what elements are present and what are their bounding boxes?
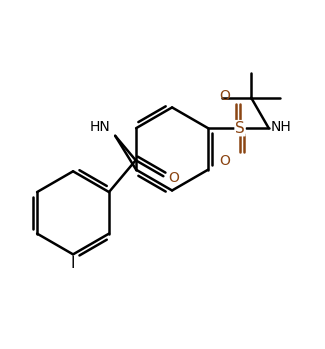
Text: S: S bbox=[235, 121, 245, 136]
Text: O: O bbox=[219, 154, 230, 168]
Text: HN: HN bbox=[90, 120, 110, 134]
Text: O: O bbox=[219, 89, 230, 103]
Text: NH: NH bbox=[270, 120, 291, 134]
Text: I: I bbox=[71, 256, 75, 271]
Text: O: O bbox=[168, 171, 179, 185]
